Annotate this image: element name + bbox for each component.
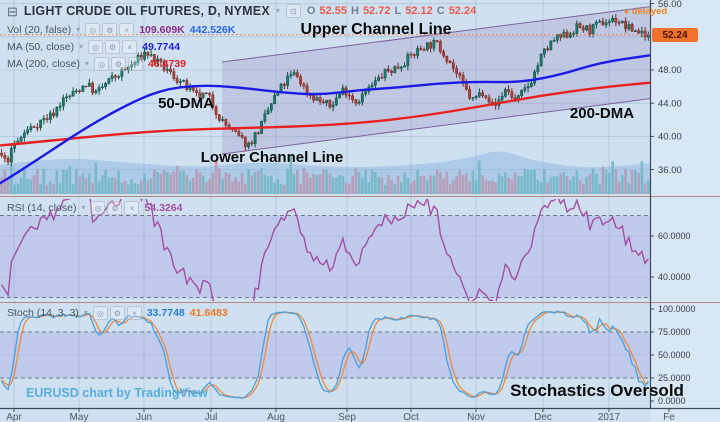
svg-text:56.00: 56.00 — [658, 0, 682, 10]
visibility-icon[interactable]: ◎ — [92, 306, 108, 320]
svg-text:48.00: 48.00 — [658, 65, 682, 76]
ma50-line — [0, 54, 650, 185]
time-axis[interactable] — [0, 408, 720, 422]
visibility-icon[interactable]: ◎ — [88, 40, 104, 54]
svg-text:44.00: 44.00 — [658, 98, 682, 109]
stoch-lines-layer — [1, 310, 649, 400]
settings-gear-icon[interactable]: ⚙ — [105, 40, 121, 54]
svg-text:Jun: Jun — [136, 412, 152, 422]
svg-text:2017: 2017 — [598, 412, 621, 422]
collapse-panel-icon[interactable]: ⊟ — [7, 3, 18, 19]
svg-text:0.0000: 0.0000 — [658, 396, 686, 406]
settings-gear-icon[interactable]: ⚙ — [107, 201, 123, 215]
settings-gear-icon[interactable]: ⚙ — [110, 57, 126, 71]
stoch-k-line — [1, 310, 649, 400]
svg-text:40.00: 40.00 — [658, 132, 682, 143]
grid-layer — [0, 0, 650, 408]
remove-indicator-icon[interactable]: × — [119, 23, 135, 37]
svg-text:100.0000: 100.0000 — [658, 304, 696, 314]
svg-text:Aug: Aug — [267, 412, 285, 422]
svg-text:40.0000: 40.0000 — [658, 272, 691, 282]
svg-text:Nov: Nov — [467, 412, 485, 422]
rsi-line — [1, 199, 649, 301]
svg-text:25.0000: 25.0000 — [658, 373, 691, 383]
current-price-badge: 52.24 — [652, 28, 698, 42]
settings-gear-icon[interactable]: ⚙ — [109, 306, 125, 320]
svg-text:Jul: Jul — [205, 412, 218, 422]
symbol-title[interactable]: LIGHT CRUDE OIL FUTURES, D, NYMEX — [23, 4, 270, 18]
price-axis[interactable]: 52.24 — [650, 0, 720, 408]
svg-text:Fe: Fe — [663, 412, 675, 422]
svg-text:60.0000: 60.0000 — [658, 231, 691, 241]
svg-text:36.00: 36.00 — [658, 165, 682, 176]
rsi-line-layer — [1, 199, 649, 301]
visibility-icon[interactable]: ◎ — [85, 23, 101, 37]
tradingview-watermark-link[interactable]: EURUSD chart by TradingView — [26, 386, 208, 400]
candles-layer — [0, 13, 650, 166]
volume-layer — [0, 151, 650, 194]
svg-text:75.0000: 75.0000 — [658, 327, 691, 337]
svg-text:50.0000: 50.0000 — [658, 350, 691, 360]
stoch-d-line — [1, 311, 649, 399]
ma200-line — [0, 81, 650, 147]
remove-indicator-icon[interactable]: × — [124, 201, 140, 215]
background-layer — [651, 0, 720, 422]
snapshot-camera-icon[interactable]: ⊡ — [285, 4, 301, 18]
svg-text:Oct: Oct — [403, 412, 419, 422]
svg-text:Sep: Sep — [338, 412, 356, 422]
trend-channel-overlay — [221, 6, 650, 155]
svg-text:Apr: Apr — [6, 412, 22, 422]
remove-indicator-icon[interactable]: × — [127, 57, 143, 71]
visibility-icon[interactable]: ◎ — [90, 201, 106, 215]
remove-indicator-icon[interactable]: × — [126, 306, 142, 320]
moving-averages-layer — [0, 54, 650, 185]
settings-gear-icon[interactable]: ⚙ — [102, 23, 118, 37]
visibility-icon[interactable]: ◎ — [93, 57, 109, 71]
svg-text:Dec: Dec — [534, 412, 552, 422]
remove-indicator-icon[interactable]: × — [122, 40, 138, 54]
svg-text:May: May — [70, 412, 89, 422]
indicator-bands-layer — [0, 215, 650, 379]
